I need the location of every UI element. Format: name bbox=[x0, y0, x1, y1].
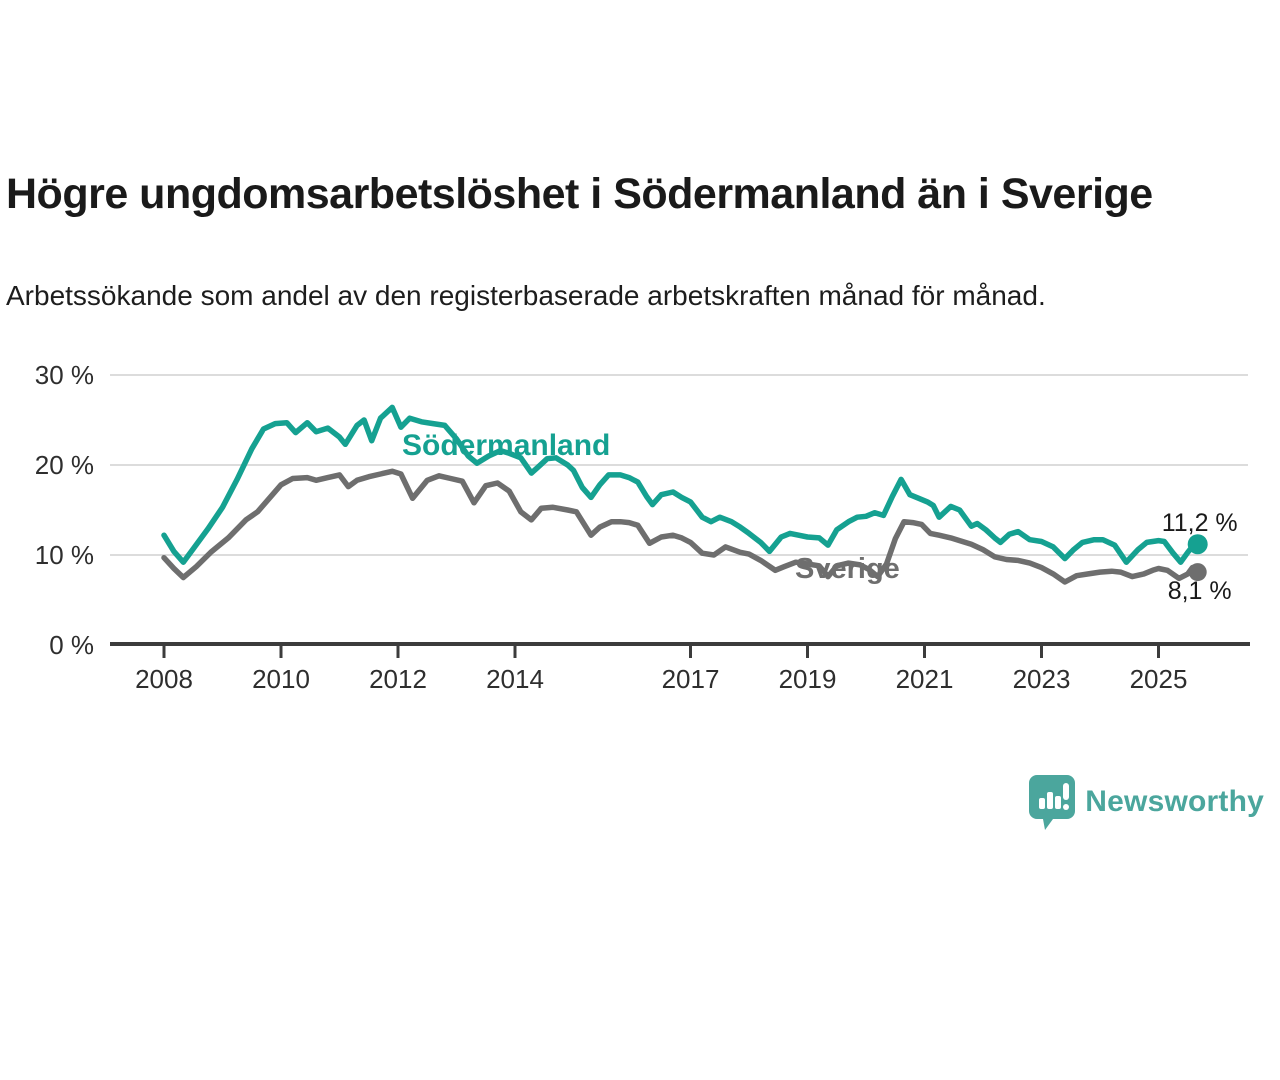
s-dermanland-end-dot bbox=[1187, 534, 1208, 555]
s-dermanland-end-value-label: 11,2 % bbox=[1162, 509, 1238, 537]
sverige-series-label: Sverige bbox=[795, 553, 900, 585]
chart-title: Högre ungdomsarbetslöshet i Södermanland… bbox=[6, 169, 1153, 218]
brand-name: Newsworthy bbox=[1085, 785, 1264, 818]
x-tick-label-2017: 2017 bbox=[662, 664, 720, 694]
page-background: Högre ungdomsarbetslöshet i Södermanland… bbox=[6, 169, 1264, 832]
x-tick-label-2014: 2014 bbox=[486, 664, 544, 694]
x-tick-label-2021: 2021 bbox=[896, 664, 954, 694]
x-tick-label-2012: 2012 bbox=[369, 664, 427, 694]
bar-chart-speech-bubble-icon bbox=[1029, 775, 1076, 830]
unemployment-line-chart: 0 % 10 % 20 % 30 % 2008 2010 2012 2014 2017 2019 2… bbox=[35, 360, 1250, 694]
sverige-end-dot bbox=[1188, 563, 1207, 582]
x-tick-label-2008: 2008 bbox=[135, 664, 193, 694]
x-tick-label-2019: 2019 bbox=[779, 664, 837, 694]
y-tick-label-20: 20 % bbox=[35, 450, 94, 480]
y-tick-label-30: 30 % bbox=[35, 360, 94, 390]
chart-subtitle: Arbetssökande som andel av den registerb… bbox=[6, 280, 1046, 311]
x-tick-label-2023: 2023 bbox=[1013, 664, 1071, 694]
newsworthy-logo[interactable]: Newsworthy bbox=[1029, 772, 1264, 832]
sverige-line bbox=[161, 468, 1201, 585]
s-dermanland-series-label: Södermanland bbox=[402, 429, 610, 462]
s-dermanland-line bbox=[161, 404, 1201, 565]
sverige-end-value-label: 8,1 % bbox=[1168, 577, 1232, 605]
y-tick-label-0: 0 % bbox=[49, 630, 94, 660]
y-tick-label-10: 10 % bbox=[35, 540, 94, 570]
x-tick-label-2010: 2010 bbox=[252, 664, 310, 694]
x-tick-label-2025: 2025 bbox=[1130, 664, 1188, 694]
